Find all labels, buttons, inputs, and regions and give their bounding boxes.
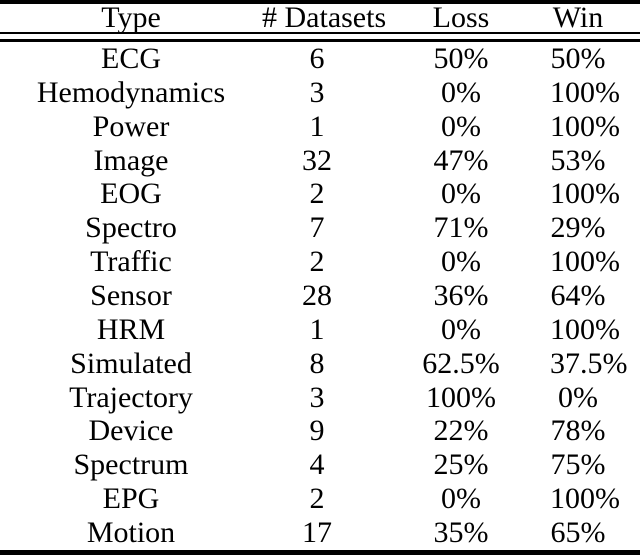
cell-type: EPG bbox=[102, 482, 160, 516]
cell-win: 100% bbox=[550, 177, 620, 211]
cell-type: Simulated bbox=[70, 346, 192, 380]
table-row: EOG 2 0% 100% bbox=[0, 177, 640, 211]
cell-loss: 0% bbox=[441, 312, 481, 346]
cell-num-datasets: 4 bbox=[309, 448, 325, 482]
cell-loss: 100% bbox=[426, 380, 496, 414]
cell-type: Spectro bbox=[85, 211, 177, 245]
cell-win: 0% bbox=[558, 380, 598, 414]
cell-loss: 50% bbox=[433, 41, 489, 75]
cell-type: Trajectory bbox=[69, 380, 193, 414]
table-row: Image 32 47% 53% bbox=[0, 144, 640, 178]
column-header-num-datasets: # Datasets bbox=[262, 1, 387, 34]
cell-type: Device bbox=[88, 414, 174, 448]
cell-loss: 25% bbox=[433, 448, 489, 482]
column-header-win: Win bbox=[552, 1, 604, 34]
cell-win: 37.5% bbox=[550, 346, 628, 380]
table-row: Trajectory 3 100% 0% bbox=[0, 381, 640, 415]
cell-type: Spectrum bbox=[73, 448, 189, 482]
cell-type: Power bbox=[92, 109, 170, 143]
cell-num-datasets: 1 bbox=[309, 109, 325, 143]
cell-win: 29% bbox=[550, 211, 606, 245]
cell-num-datasets: 6 bbox=[309, 41, 325, 75]
cell-loss: 36% bbox=[433, 278, 489, 312]
cell-type: HRM bbox=[96, 312, 166, 346]
cell-num-datasets: 17 bbox=[302, 515, 332, 549]
cell-win: 100% bbox=[550, 312, 620, 346]
cell-win: 78% bbox=[550, 414, 606, 448]
cell-loss: 0% bbox=[441, 75, 481, 109]
table-row: Spectrum 4 25% 75% bbox=[0, 448, 640, 482]
cell-loss: 0% bbox=[441, 109, 481, 143]
cell-num-datasets: 32 bbox=[302, 143, 332, 177]
cell-type: Sensor bbox=[90, 278, 172, 312]
table-bottom-rule bbox=[0, 550, 640, 555]
table-row: Power 1 0% 100% bbox=[0, 110, 640, 144]
table-top-rule bbox=[0, 0, 640, 4]
table-row: Spectro 7 71% 29% bbox=[0, 211, 640, 245]
cell-num-datasets: 8 bbox=[309, 346, 325, 380]
cell-win: 100% bbox=[550, 482, 620, 516]
table-row: Simulated 8 62.5% 37.5% bbox=[0, 347, 640, 381]
cell-num-datasets: 2 bbox=[309, 177, 325, 211]
table-row: Motion 17 35% 65% bbox=[0, 516, 640, 550]
header-separator-double-rule bbox=[0, 32, 640, 42]
cell-win: 65% bbox=[550, 515, 606, 549]
cell-loss: 62.5% bbox=[422, 346, 500, 380]
cell-win: 53% bbox=[550, 143, 606, 177]
cell-num-datasets: 2 bbox=[309, 245, 325, 279]
cell-type: Image bbox=[93, 143, 169, 177]
cell-loss: 35% bbox=[433, 515, 489, 549]
cell-type: EOG bbox=[100, 177, 162, 211]
table-row: ECG 6 50% 50% bbox=[0, 42, 640, 76]
table-header-row: Type # Datasets Loss Win bbox=[0, 1, 640, 34]
cell-num-datasets: 3 bbox=[309, 75, 325, 109]
table-body: ECG 6 50% 50% Hemodynamics 3 0% 100% Power 1 0% 100… bbox=[0, 42, 640, 550]
cell-loss: 0% bbox=[441, 245, 481, 279]
cell-loss: 0% bbox=[441, 482, 481, 516]
cell-win: 100% bbox=[550, 245, 620, 279]
cell-type: Hemodynamics bbox=[36, 75, 226, 109]
table-row: Traffic 2 0% 100% bbox=[0, 245, 640, 279]
cell-type: ECG bbox=[101, 41, 161, 75]
cell-loss: 47% bbox=[433, 143, 489, 177]
cell-type: Motion bbox=[86, 515, 176, 549]
cell-num-datasets: 28 bbox=[302, 278, 332, 312]
column-header-loss: Loss bbox=[432, 1, 490, 34]
cell-win: 100% bbox=[550, 75, 620, 109]
cell-win: 75% bbox=[550, 448, 606, 482]
table-row: Sensor 28 36% 64% bbox=[0, 279, 640, 313]
cell-loss: 71% bbox=[433, 211, 489, 245]
cell-type: Traffic bbox=[90, 245, 172, 279]
cell-num-datasets: 9 bbox=[309, 414, 325, 448]
cell-num-datasets: 2 bbox=[309, 482, 325, 516]
cell-loss: 0% bbox=[441, 177, 481, 211]
cell-win: 100% bbox=[550, 109, 620, 143]
cell-num-datasets: 7 bbox=[309, 211, 325, 245]
table-row: Device 9 22% 78% bbox=[0, 414, 640, 448]
table-row: Hemodynamics 3 0% 100% bbox=[0, 76, 640, 110]
cell-win: 64% bbox=[550, 278, 606, 312]
cell-win: 50% bbox=[550, 41, 606, 75]
table-row: EPG 2 0% 100% bbox=[0, 482, 640, 516]
cell-num-datasets: 1 bbox=[309, 312, 325, 346]
column-header-type: Type bbox=[101, 1, 161, 34]
cell-num-datasets: 3 bbox=[309, 380, 325, 414]
cell-loss: 22% bbox=[433, 414, 489, 448]
table-row: HRM 1 0% 100% bbox=[0, 313, 640, 347]
